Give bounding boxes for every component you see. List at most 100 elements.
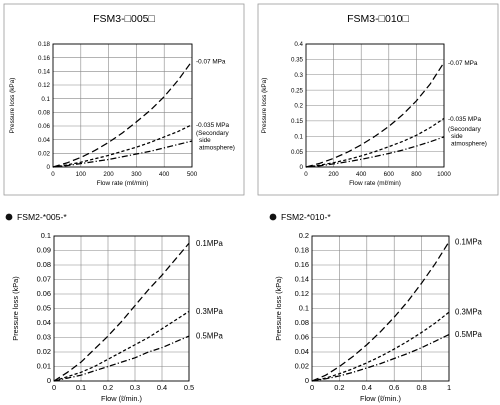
y-tick-label: 0.02 [38,151,51,158]
y-tick-label: 0.02 [37,347,51,356]
series-line [53,310,190,382]
series-label: -0.07 MPa [448,60,478,67]
y-tick-label: 0.14 [295,275,309,284]
x-tick-label: 500 [187,171,198,178]
y-tick-label: 0.02 [295,362,309,371]
x-tick-label: 0 [52,383,56,392]
x-tick-label: 400 [159,171,170,178]
y-tick-label: 0.01 [37,362,51,371]
series-line [311,311,450,382]
series-line [305,136,445,168]
series-line [311,241,450,382]
y-tick-label: 0.12 [38,82,51,89]
x-axis-label: Flow rate (mℓ/min) [97,180,149,187]
y-tick-label: 0.18 [295,246,309,255]
series-line [52,140,193,168]
series-label: 0.5MPa [196,332,224,341]
y-tick-label: 0.06 [295,333,309,342]
series-label: -0.035 MPa [196,122,229,129]
x-tick-label: 0 [310,383,314,392]
plot-area [53,235,190,382]
x-tick-label: 1000 [437,171,451,178]
y-tick-label: 0.16 [295,260,309,269]
y-tick-label: 0.3 [294,72,303,79]
y-tick-label: 0.18 [38,41,51,48]
x-tick-label: 0 [51,171,55,178]
x-tick-label: 0.4 [362,383,372,392]
series-label: 0.1MPa [196,239,224,248]
x-tick-label: 0.4 [157,383,167,392]
chart-title: FSM2-*010-* [281,212,331,222]
y-tick-label: 0.04 [37,318,51,327]
y-tick-label: 0 [47,164,51,171]
y-tick-label: 0.08 [37,260,51,269]
series-label: (Secondary side atmosphere) [196,130,235,151]
chart-frame [257,3,499,196]
y-tick-label: 0.04 [295,347,309,356]
plot-area [305,43,445,168]
plot-area [52,43,193,168]
x-tick-label: 1 [447,383,451,392]
x-tick-label: 0.1 [76,383,86,392]
series-line [53,335,190,382]
chart-3: FSM2-*005-* 0 0.01 0.02 0.03 0.04 0.05 0.06 0.07… [5,212,224,403]
y-tick-label: 0.4 [294,41,303,48]
y-tick-label: 0.1 [41,96,50,103]
y-tick-label: 0.2 [294,103,303,110]
series-line [52,124,193,168]
chart-title: FSM3-□005□ [93,13,155,25]
series-line [52,60,193,168]
series-line [305,62,445,168]
y-tick-label: 0.1 [294,133,303,140]
chart-1: FSM3-□005□ 0 0.02 0.04 0.06 0.08 0.1 0.12 0.14 0.… [3,3,245,196]
x-axis-label: Flow (ℓ/min.) [101,394,142,403]
chart-2: FSM3-□010□ 0 0.05 0.1 0.15 0.2 0.25 0.3 0.35 0.4 0… [257,3,499,196]
x-axis-label: Flow (ℓ/min.) [360,394,401,403]
y-tick-label: 0.06 [37,289,51,298]
y-tick-label: 0.08 [38,110,51,117]
chart-title: FSM3-□010□ [347,13,409,25]
bullet-icon [269,213,277,221]
x-tick-label: 300 [131,171,142,178]
series-label: 0.1MPa [455,237,483,246]
series-label: -0.07 MPa [196,59,226,66]
chart-title: FSM2-*005-* [17,212,67,222]
y-tick-label: 0.1 [299,304,309,313]
chart-4: FSM2-*010-* 0 0.02 0.04 0.06 0.08 0.1 0.12 0.14 0… [269,212,483,403]
series-label: 0.3MPa [455,308,483,317]
series-line [311,334,450,382]
y-tick-label: 0 [47,376,51,385]
x-axis-label: Flow rate (mℓ/min) [349,180,401,187]
y-tick-label: 0.03 [37,333,51,342]
y-axis-label: Pressure loss (kPa) [9,78,16,134]
y-tick-label: 0.2 [299,231,309,240]
y-tick-label: 0 [300,164,304,171]
y-tick-label: 0 [305,376,309,385]
y-tick-label: 0.14 [38,69,51,76]
y-tick-label: 0.04 [38,137,51,144]
y-axis-label: Pressure loss (kPa) [11,276,20,340]
x-tick-label: 0 [304,171,308,178]
y-tick-label: 0.05 [37,304,51,313]
series-label: -0.035 MPa [448,116,481,123]
x-tick-label: 400 [356,171,367,178]
series-line [53,242,190,382]
y-axis-label: Pressure loss (kPa) [261,78,268,134]
y-tick-label: 0.07 [37,275,51,284]
y-tick-label: 0.05 [291,149,304,156]
y-tick-label: 0.08 [295,318,309,327]
series-label: (Secondary side atmosphere) [448,126,487,147]
x-tick-label: 0.3 [130,383,140,392]
x-tick-label: 200 [328,171,339,178]
y-tick-label: 0.09 [37,246,51,255]
chart-frame [3,3,245,196]
x-tick-label: 200 [103,171,114,178]
x-tick-label: 0.8 [416,383,426,392]
y-tick-label: 0.25 [291,87,304,94]
y-tick-label: 0.1 [41,231,51,240]
series-label: 0.3MPa [196,307,224,316]
series-line [305,117,445,168]
bullet-icon [5,213,13,221]
x-tick-label: 100 [76,171,87,178]
